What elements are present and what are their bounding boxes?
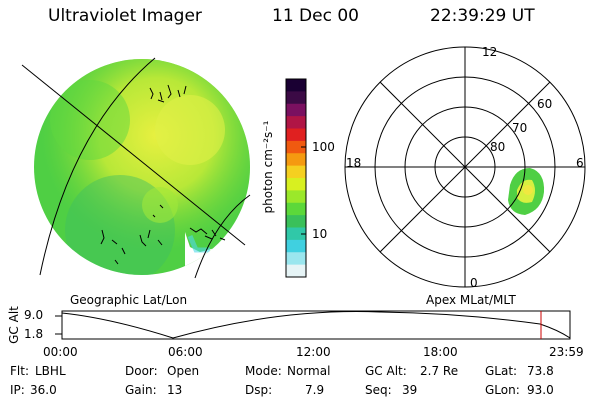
- colorbar-tick-10: 10: [312, 227, 328, 241]
- date-label: 11 Dec 00: [272, 6, 359, 26]
- alt-xtick: 23:59: [549, 345, 584, 359]
- colorbar-segment: [286, 178, 306, 191]
- colorbar-segment: [286, 79, 306, 92]
- ip-label: IP:: [10, 383, 25, 397]
- flt-value: LBHL: [35, 364, 66, 378]
- time-label: 22:39:29 UT: [430, 6, 535, 26]
- door-value: Open: [167, 364, 200, 378]
- alt-xtick: 18:00: [423, 345, 458, 359]
- dsp-value: 7.9: [305, 383, 325, 397]
- colorbar-segment: [286, 128, 306, 142]
- mode-value: Normal: [287, 364, 331, 378]
- alt-xtick: 00:00: [43, 345, 78, 359]
- gcalt-label: GC Alt:: [365, 364, 407, 378]
- ring-label-80: 80: [490, 140, 506, 154]
- colorbar-segment: [286, 165, 306, 179]
- polar-plot: [344, 46, 586, 288]
- grid-line: [21, 64, 246, 246]
- door-label: Door:: [125, 364, 158, 378]
- clock-label-6: 6: [576, 156, 584, 170]
- ring-label-70: 70: [512, 121, 528, 135]
- colorbar-unit-label: photon cm⁻²s⁻¹: [261, 120, 275, 214]
- glon-value: 93.0: [527, 383, 554, 397]
- alt-xtick: 12:00: [296, 345, 331, 359]
- colorbar-segment: [286, 116, 306, 129]
- gain-label: Gain:: [125, 383, 157, 397]
- clock-label-18: 18: [346, 156, 362, 170]
- dsp-label: Dsp:: [245, 383, 273, 397]
- colorbar-segment: [286, 103, 306, 117]
- seq-value: 39: [402, 383, 418, 397]
- ip-value: 36.0: [30, 383, 57, 397]
- geographic-image: [21, 57, 251, 279]
- ring-label-60: 60: [537, 97, 553, 111]
- clock-label-12: 12: [482, 45, 498, 59]
- glat-label: GLat:: [485, 364, 518, 378]
- gain-value: 13: [167, 383, 183, 397]
- alt-ytick-high: 9.0: [24, 308, 44, 322]
- colorbar: [285, 78, 307, 278]
- colorbar-frame: [285, 78, 307, 278]
- colorbar-segment: [286, 227, 306, 241]
- flt-label: Flt:: [10, 364, 29, 378]
- altitude-plot: [55, 310, 571, 340]
- instrument-title: Ultraviolet Imager: [48, 6, 202, 26]
- colorbar-segment: [286, 202, 306, 216]
- gcalt-value: 2.7 Re: [420, 364, 459, 378]
- mode-label: Mode:: [245, 364, 282, 378]
- colorbar-segment: [286, 140, 306, 154]
- alt-axis-label: GC Alt: [7, 306, 21, 344]
- colorbar-segment: [286, 190, 306, 204]
- colorbar-segment: [286, 153, 306, 167]
- left-panel-caption: Geographic Lat/Lon: [70, 293, 188, 307]
- colorbar-segment: [286, 215, 306, 228]
- colorbar-segment: [286, 264, 306, 278]
- grid-arc: [194, 194, 251, 279]
- grid-arc: [39, 57, 156, 276]
- coastline: [100, 84, 226, 265]
- clock-label-0: 0: [470, 276, 478, 290]
- colorbar-segment: [286, 91, 306, 105]
- alt-ytick-low: 1.8: [24, 327, 44, 341]
- alt-xtick: 06:00: [168, 345, 203, 359]
- colorbar-tick-100: 100: [312, 140, 335, 154]
- colorbar-segment: [286, 239, 306, 253]
- glat-value: 73.8: [527, 364, 554, 378]
- right-panel-caption: Apex MLat/MLT: [426, 293, 516, 307]
- glon-label: GLon:: [485, 383, 520, 397]
- seq-label: Seq:: [365, 383, 392, 397]
- colorbar-segment: [286, 252, 306, 266]
